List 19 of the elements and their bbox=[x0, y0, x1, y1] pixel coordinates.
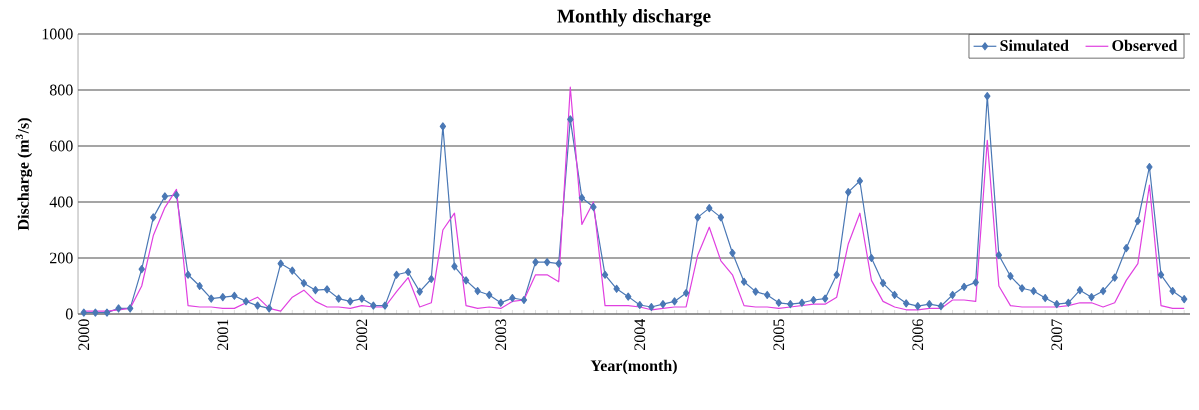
x-axis-title: Year(month) bbox=[590, 359, 677, 375]
chart-title: Monthly discharge bbox=[557, 9, 711, 27]
y-tick-label: 0 bbox=[65, 308, 73, 320]
x-tick-label: 2004 bbox=[634, 318, 646, 350]
x-tick-label: 2001 bbox=[217, 319, 229, 350]
y-tick-label: 600 bbox=[50, 140, 73, 152]
x-tick-label: 2007 bbox=[1051, 319, 1063, 350]
y-axis-title: Discharge (m$^{3}$/s) bbox=[15, 118, 33, 231]
x-tick-label: 2003 bbox=[495, 319, 507, 350]
y-tick-label: 200 bbox=[50, 252, 73, 264]
legend-label: Observed bbox=[1112, 39, 1178, 51]
y-tick-label: 800 bbox=[49, 84, 73, 96]
x-tick-label: 2006 bbox=[912, 319, 924, 350]
legend-label: Simulated bbox=[1000, 39, 1069, 52]
y-tick-label: 1000 bbox=[42, 28, 73, 40]
x-tick-label: 2005 bbox=[773, 319, 785, 350]
x-tick-label: 2002 bbox=[356, 319, 368, 350]
x-tick-label: 2000 bbox=[78, 319, 90, 350]
y-tick-label: 400 bbox=[49, 196, 73, 208]
